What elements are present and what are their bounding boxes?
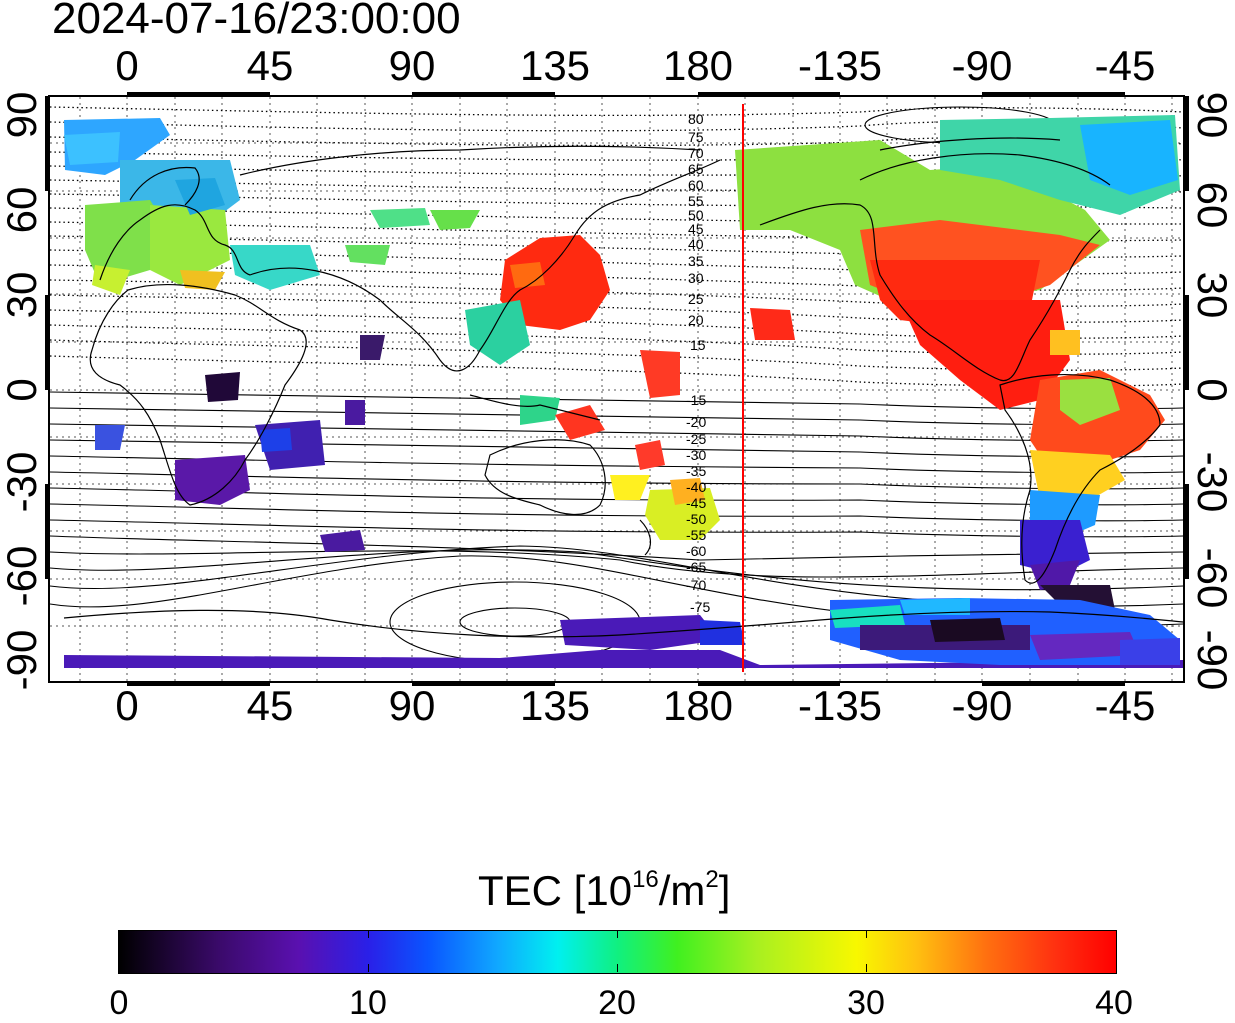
colorbar-tick: 0: [109, 984, 129, 1022]
contour-label: 15: [690, 337, 706, 353]
colorbar-tick-mark: [368, 930, 369, 938]
contour-label: -75: [690, 599, 710, 615]
colorbar-tick: 20: [598, 984, 636, 1022]
contour-label: -25: [686, 431, 706, 447]
bottom-lon-tick: 45: [246, 682, 294, 729]
contour-label: 60: [688, 177, 704, 193]
bottom-lon-tick: -90: [951, 682, 1013, 729]
contour-label: 65: [688, 161, 704, 177]
contour-label: 45: [688, 221, 704, 237]
top-lon-tick: 135: [519, 42, 591, 89]
bottom-lon-tick: 90: [388, 682, 436, 729]
coastlines: [63, 137, 1184, 638]
contour-label: 75: [688, 129, 704, 145]
contour-label: 30: [688, 270, 704, 286]
contour-label: -20: [686, 414, 706, 430]
colorbar-tick: 40: [1095, 984, 1133, 1022]
bottom-lon-tick: 0: [115, 682, 139, 729]
colorbar-label-exp: 16: [632, 866, 659, 893]
frame-ticks: [45, 92, 1189, 686]
contour-label: 40: [688, 236, 704, 252]
top-lon-tick: -45: [1094, 42, 1156, 89]
colorbar-tick-mark: [368, 964, 369, 972]
contour-label: -45: [686, 495, 706, 511]
colorbar-label: TEC [1016/m2]: [478, 866, 730, 915]
colorbar-tick-mark: [866, 964, 867, 972]
contour-label: 55: [688, 193, 704, 209]
colorbar-label-prefix: TEC [10: [478, 867, 633, 914]
contour-label: -60: [686, 543, 706, 559]
contour-label: -40: [686, 479, 706, 495]
contour-labels-south: -15 -20 -25 -30 -35 -40 -45 -50 -55 -60 …: [686, 392, 710, 615]
contour-label: 80: [688, 111, 704, 127]
map-timestamp: 2024-07-16/23:00:00: [52, 0, 461, 43]
top-lon-tick: -90: [951, 42, 1013, 89]
contour-label: 35: [688, 253, 704, 269]
colorbar-tick: 30: [847, 984, 885, 1022]
top-lon-tick: 0: [115, 42, 139, 89]
bottom-lon-tick: 135: [519, 682, 591, 729]
colorbar-tick-mark: [617, 930, 618, 938]
contour-label: 70: [688, 145, 704, 161]
tec-patches: [64, 115, 1183, 668]
contour-labels-north: 80 75 70 65 60 55 50 45 40 35 30 25 20 1…: [688, 111, 706, 353]
contour-label: -30: [686, 447, 706, 463]
contour-label: 25: [688, 291, 704, 307]
top-lon-tick: -135: [797, 42, 883, 89]
bottom-lon-tick: -135: [797, 682, 883, 729]
colorbar-label-exp2: 2: [705, 866, 719, 893]
bottom-lon-tick: -45: [1094, 682, 1156, 729]
contour-label: 50: [688, 207, 704, 223]
colorbar-tick-mark: [866, 930, 867, 938]
tec-map: 80 75 70 65 60 55 50 45 40 35 30 25 20 1…: [45, 92, 1189, 686]
bottom-lon-tick: 180: [662, 682, 734, 729]
contour-label: 20: [688, 312, 704, 328]
contour-label: -35: [686, 463, 706, 479]
contour-label: -70: [686, 577, 706, 593]
colorbar-tick-mark: [617, 964, 618, 972]
top-lon-tick: 45: [246, 42, 294, 89]
colorbar-label-mid: /m: [658, 867, 706, 914]
contour-label: -15: [686, 392, 706, 408]
colorbar-label-suffix: ]: [718, 867, 731, 914]
colorbar-tick: 10: [349, 984, 387, 1022]
top-lon-tick: 180: [662, 42, 734, 89]
top-lon-tick: 90: [388, 42, 436, 89]
contour-label: -55: [686, 527, 706, 543]
contour-label: -65: [686, 559, 706, 575]
contour-label: -50: [686, 511, 706, 527]
